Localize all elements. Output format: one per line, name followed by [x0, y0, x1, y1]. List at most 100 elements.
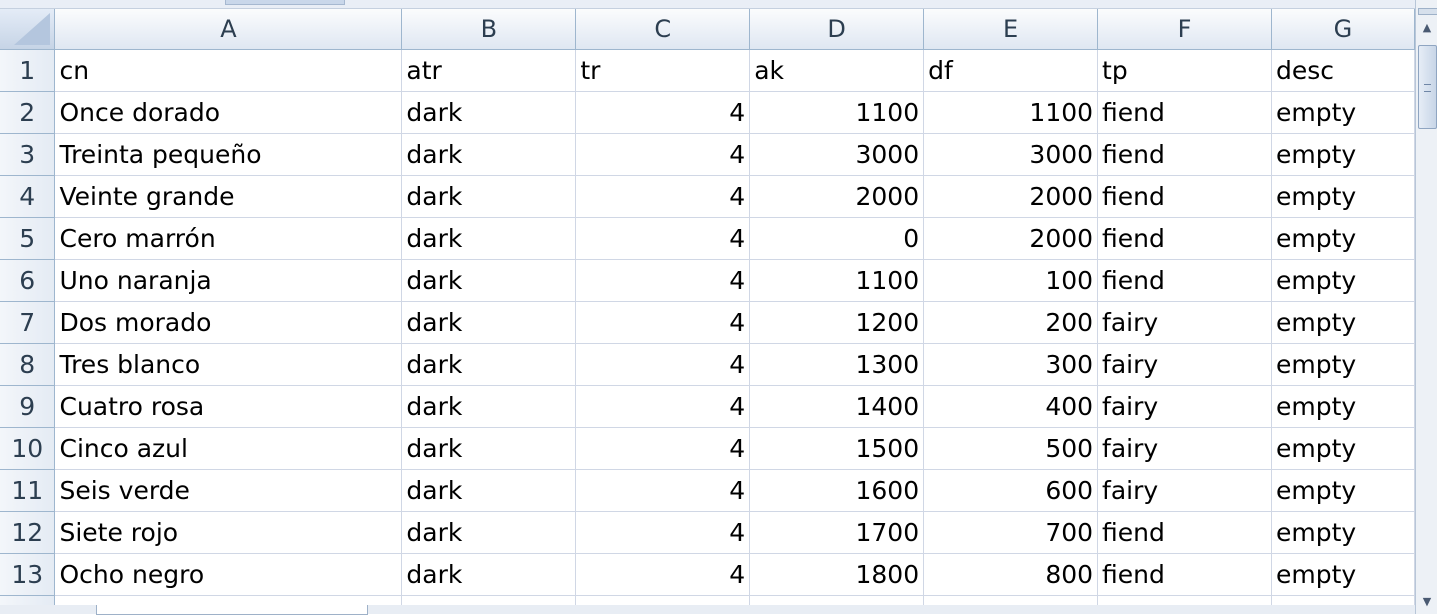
cell-a13[interactable]: Ocho negro [54, 553, 403, 596]
cell-d10[interactable]: 1500 [749, 427, 925, 470]
cell-b5[interactable]: dark [401, 217, 577, 260]
cell-e10[interactable]: 500 [923, 427, 1099, 470]
row-header-2[interactable]: 2 [0, 91, 56, 134]
cell-e8[interactable]: 300 [923, 343, 1099, 386]
vertical-scrollbar[interactable]: ▲ ▼ [1415, 0, 1437, 614]
cell-a3[interactable]: Treinta pequeño [54, 133, 403, 176]
column-header-a[interactable]: A [54, 9, 403, 50]
row-header-5[interactable]: 5 [0, 217, 56, 260]
cell-g10[interactable]: empty [1271, 427, 1415, 470]
cell-b6[interactable]: dark [401, 259, 577, 302]
cell-c13[interactable]: 4 [575, 553, 751, 596]
cell-b3[interactable]: dark [401, 133, 577, 176]
column-header-e[interactable]: E [923, 9, 1099, 50]
cell-c9[interactable]: 4 [575, 385, 751, 428]
split-handle[interactable] [1418, 8, 1437, 15]
cell-f12[interactable]: fiend [1097, 511, 1272, 554]
cell-b1[interactable]: atr [401, 49, 577, 92]
cell-e9[interactable]: 400 [923, 385, 1099, 428]
cell-d11[interactable]: 1600 [749, 469, 925, 512]
cell-g11[interactable]: empty [1271, 469, 1415, 512]
cell-c8[interactable]: 4 [575, 343, 751, 386]
cell-g2[interactable]: empty [1271, 91, 1415, 134]
cell-d12[interactable]: 1700 [749, 511, 925, 554]
cell-a1[interactable]: cn [54, 49, 403, 92]
cell-g7[interactable]: empty [1271, 301, 1415, 344]
cell-c5[interactable]: 4 [575, 217, 751, 260]
cell-e13[interactable]: 800 [923, 553, 1099, 596]
cell-f8[interactable]: fairy [1097, 343, 1272, 386]
cell-e7[interactable]: 200 [923, 301, 1099, 344]
cell-d1[interactable]: ak [749, 49, 925, 92]
cell-c11[interactable]: 4 [575, 469, 751, 512]
cell-a10[interactable]: Cinco azul [54, 427, 403, 470]
cell-d4[interactable]: 2000 [749, 175, 925, 218]
cell-e6[interactable]: 100 [923, 259, 1099, 302]
cell-f9[interactable]: fairy [1097, 385, 1272, 428]
cell-d2[interactable]: 1100 [749, 91, 925, 134]
cell-e12[interactable]: 700 [923, 511, 1099, 554]
cell-f4[interactable]: fiend [1097, 175, 1272, 218]
row-header-8[interactable]: 8 [0, 343, 56, 386]
cell-d3[interactable]: 3000 [749, 133, 925, 176]
row-header-1[interactable]: 1 [0, 49, 56, 92]
cell-a6[interactable]: Uno naranja [54, 259, 403, 302]
cell-e4[interactable]: 2000 [923, 175, 1099, 218]
select-all-button[interactable] [0, 9, 56, 50]
cell-b2[interactable]: dark [401, 91, 577, 134]
cell-b12[interactable]: dark [401, 511, 577, 554]
arrow-up-icon[interactable]: ▲ [1422, 21, 1432, 34]
cell-d13[interactable]: 1800 [749, 553, 925, 596]
cell-g12[interactable]: empty [1271, 511, 1415, 554]
row-header-7[interactable]: 7 [0, 301, 56, 344]
row-header-9[interactable]: 9 [0, 385, 56, 428]
cell-e5[interactable]: 2000 [923, 217, 1099, 260]
cell-a4[interactable]: Veinte grande [54, 175, 403, 218]
cell-d6[interactable]: 1100 [749, 259, 925, 302]
cell-a8[interactable]: Tres blanco [54, 343, 403, 386]
cell-f6[interactable]: fiend [1097, 259, 1272, 302]
cell-a7[interactable]: Dos morado [54, 301, 403, 344]
cell-b11[interactable]: dark [401, 469, 577, 512]
cell-e11[interactable]: 600 [923, 469, 1099, 512]
cell-c4[interactable]: 4 [575, 175, 751, 218]
cell-f10[interactable]: fairy [1097, 427, 1272, 470]
cell-g4[interactable]: empty [1271, 175, 1415, 218]
cell-c7[interactable]: 4 [575, 301, 751, 344]
row-header-3[interactable]: 3 [0, 133, 56, 176]
cell-e3[interactable]: 3000 [923, 133, 1099, 176]
cell-d9[interactable]: 1400 [749, 385, 925, 428]
cell-g1[interactable]: desc [1271, 49, 1415, 92]
cell-f13[interactable]: fiend [1097, 553, 1272, 596]
cell-e1[interactable]: df [923, 49, 1099, 92]
cell-f3[interactable]: fiend [1097, 133, 1272, 176]
cell-a11[interactable]: Seis verde [54, 469, 403, 512]
row-header-10[interactable]: 10 [0, 427, 56, 470]
cell-c1[interactable]: tr [575, 49, 751, 92]
cell-d5[interactable]: 0 [749, 217, 925, 260]
cell-f5[interactable]: fiend [1097, 217, 1272, 260]
cell-c6[interactable]: 4 [575, 259, 751, 302]
row-header-11[interactable]: 11 [0, 469, 56, 512]
cell-b7[interactable]: dark [401, 301, 577, 344]
cell-g8[interactable]: empty [1271, 343, 1415, 386]
cell-f11[interactable]: fairy [1097, 469, 1272, 512]
cell-b9[interactable]: dark [401, 385, 577, 428]
arrow-down-icon[interactable]: ▼ [1422, 595, 1432, 608]
cell-b13[interactable]: dark [401, 553, 577, 596]
cell-g9[interactable]: empty [1271, 385, 1415, 428]
cell-f1[interactable]: tp [1097, 49, 1272, 92]
column-header-f[interactable]: F [1097, 9, 1272, 50]
cell-g6[interactable]: empty [1271, 259, 1415, 302]
column-header-b[interactable]: B [401, 9, 577, 50]
cell-c3[interactable]: 4 [575, 133, 751, 176]
cell-d8[interactable]: 1300 [749, 343, 925, 386]
cell-c10[interactable]: 4 [575, 427, 751, 470]
row-header-12[interactable]: 12 [0, 511, 56, 554]
row-header-13[interactable]: 13 [0, 553, 56, 596]
cell-a2[interactable]: Once dorado [54, 91, 403, 134]
cell-f2[interactable]: fiend [1097, 91, 1272, 134]
cell-c2[interactable]: 4 [575, 91, 751, 134]
cell-a5[interactable]: Cero marrón [54, 217, 403, 260]
row-header-4[interactable]: 4 [0, 175, 56, 218]
